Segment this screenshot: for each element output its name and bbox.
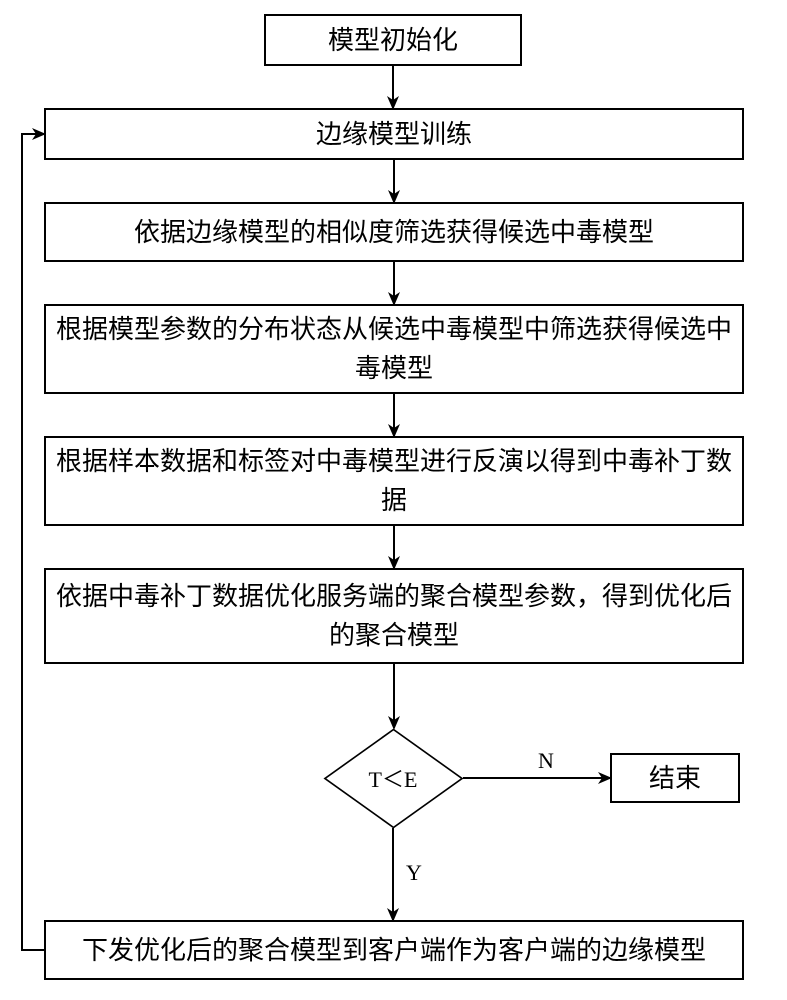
edge-label-n: N: [538, 748, 554, 774]
edge-label-y: Y: [406, 860, 422, 886]
node-label: 下发优化后的聚合模型到客户端作为客户端的边缘模型: [82, 931, 706, 970]
node-label: 根据模型参数的分布状态从候选中毒模型中筛选获得候选中毒模型: [56, 310, 732, 388]
node-label: 根据样本数据和标签对中毒模型进行反演以得到中毒补丁数据: [56, 442, 732, 520]
node-end: 结束: [610, 753, 740, 803]
node-optimize-agg: 依据中毒补丁数据优化服务端的聚合模型参数，得到优化后的聚合模型: [44, 568, 744, 664]
node-label: 依据边缘模型的相似度筛选获得候选中毒模型: [134, 213, 654, 252]
node-label: 模型初始化: [328, 21, 458, 60]
node-send-client: 下发优化后的聚合模型到客户端作为客户端的边缘模型: [44, 920, 744, 980]
decision-label: T＜E: [369, 762, 418, 794]
node-label: 结束: [649, 759, 701, 798]
node-init: 模型初始化: [264, 14, 522, 66]
node-label: 依据中毒补丁数据优化服务端的聚合模型参数，得到优化后的聚合模型: [56, 577, 732, 655]
node-label: 边缘模型训练: [316, 115, 472, 154]
node-train-edge: 边缘模型训练: [44, 108, 744, 160]
node-invert-patch: 根据样本数据和标签对中毒模型进行反演以得到中毒补丁数据: [44, 436, 744, 526]
node-filter-similar: 依据边缘模型的相似度筛选获得候选中毒模型: [44, 202, 744, 262]
decision-label-wrap: T＜E: [323, 728, 463, 828]
node-filter-params: 根据模型参数的分布状态从候选中毒模型中筛选获得候选中毒模型: [44, 304, 744, 394]
